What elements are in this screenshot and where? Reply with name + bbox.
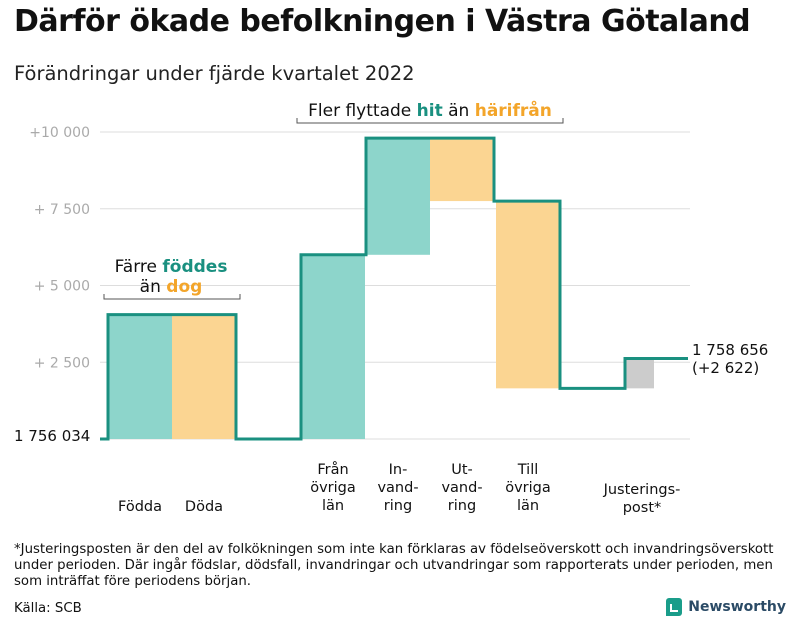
waterfall-bar: [301, 254, 365, 439]
annotation-text: Färre: [115, 257, 163, 277]
waterfall-bar: [430, 138, 494, 202]
category-label: Från övriga län: [310, 461, 356, 514]
annotation-highlight: härifrån: [475, 99, 552, 121]
waterfall-chart: +10 000 + 7 500 + 5 000 + 2 500 Födda Döda Fr…: [14, 99, 768, 516]
page-subtitle: Förändringar under fjärde kvartalet 2022: [14, 62, 415, 85]
waterfall-bar: [108, 314, 172, 439]
category-label-line: Ut-: [451, 462, 473, 478]
category-label: Födda: [118, 499, 162, 515]
end-value-label: 1 758 656: [692, 341, 768, 359]
step-line: [100, 136, 688, 441]
category-label: Justerings-post*: [603, 482, 681, 516]
category-label-line: Till: [517, 462, 539, 478]
annotation-text: Fler flyttade: [308, 101, 417, 121]
waterfall-bar: [366, 138, 430, 255]
y-tick-label: + 2 500: [34, 355, 90, 371]
annotation-highlight: hit: [417, 101, 443, 121]
annotation-highlight-teal: föddes: [162, 257, 227, 277]
y-tick-label: + 7 500: [34, 202, 90, 218]
category-label-line: Födda: [118, 499, 162, 515]
page-title: Därför ökade befolkningen i Västra Götal…: [14, 4, 751, 39]
end-change-label: (+2 622): [692, 359, 759, 377]
footnote: *Justeringsposten är den del av folkökni…: [14, 542, 774, 589]
category-label-line: Döda: [185, 499, 223, 515]
category-label-line: ring: [448, 498, 476, 514]
category-label: In-vand-ring: [377, 462, 418, 514]
source-label: Källa: SCB: [14, 601, 82, 616]
annotation-highlight-orange: dog: [166, 277, 202, 297]
brand-logo: Newsworthy: [666, 598, 786, 616]
category-label-line: övriga: [310, 480, 356, 496]
y-tick-label: +10 000: [29, 125, 90, 141]
category-label-line: vand-: [441, 480, 482, 496]
annotation-text: än: [443, 101, 475, 121]
baseline-value-label: 1 756 034: [14, 427, 90, 445]
category-label: Ut-vand-ring: [441, 462, 482, 514]
category-label-line: län: [322, 498, 344, 514]
birth-death-bracket: [103, 294, 241, 300]
bars-layer: [108, 138, 654, 439]
waterfall-bar: [625, 358, 654, 389]
migration-annotation: Fler flyttade hit än härifrån: [308, 99, 552, 121]
category-label-line: Från: [317, 461, 348, 478]
category-label-line: vand-: [377, 480, 418, 496]
newsworthy-logo-icon: [666, 598, 683, 616]
annotation-text: än: [140, 277, 167, 297]
birth-death-annotation-line2: än dog: [140, 277, 203, 297]
category-label-line: ring: [384, 498, 412, 514]
category-label: Döda: [185, 499, 223, 515]
migration-bracket: [296, 118, 564, 124]
y-tick-label: + 5 000: [34, 279, 90, 295]
category-label-line: Justerings-: [603, 482, 681, 498]
birth-death-annotation-line1: Färre föddes: [115, 257, 228, 277]
category-label-line: län: [517, 498, 539, 514]
waterfall-bar: [172, 314, 236, 439]
waterfall-bar: [496, 201, 560, 389]
brand-name: Newsworthy: [688, 599, 786, 615]
step-line-layer: [100, 136, 688, 441]
category-label: Till övriga län: [505, 462, 551, 514]
category-label-line: post*: [623, 500, 662, 516]
category-label-line: In-: [389, 462, 408, 478]
category-label-line: övriga: [505, 480, 551, 496]
